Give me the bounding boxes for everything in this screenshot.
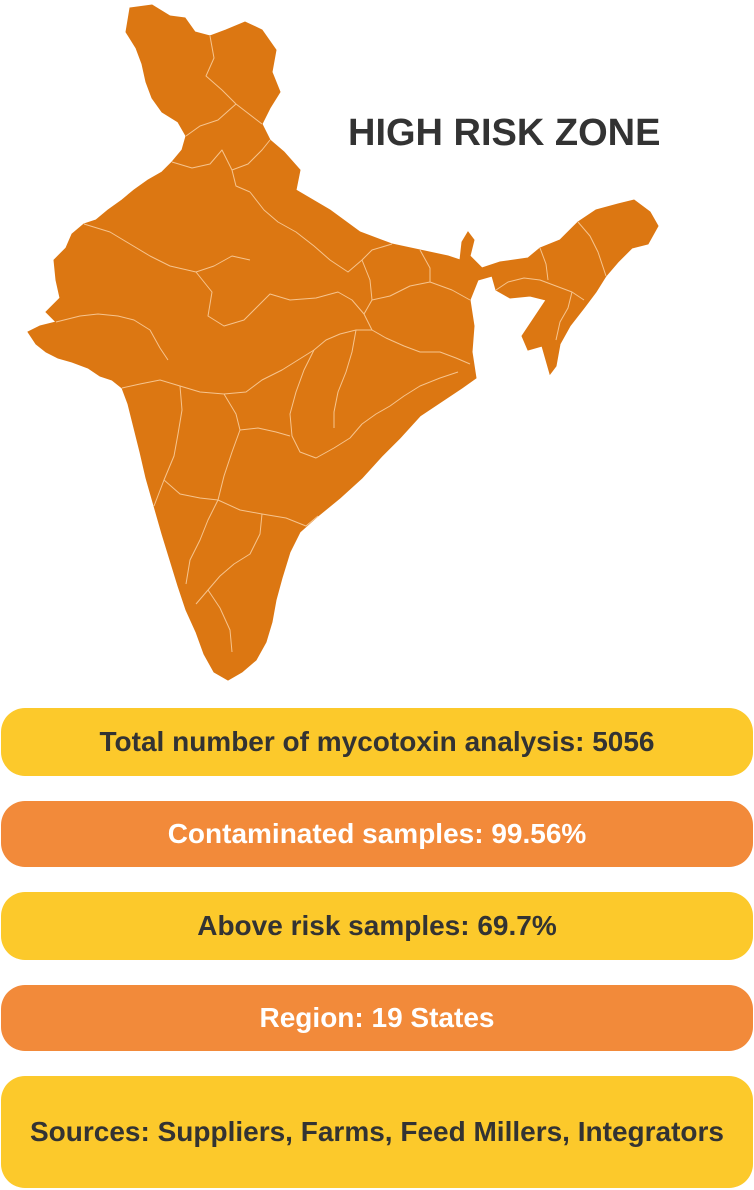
stat-region: Region: 19 States <box>1 985 753 1051</box>
zone-title: HIGH RISK ZONE <box>348 112 661 154</box>
mainland-shape <box>27 4 659 681</box>
stat-above-risk-samples: Above risk samples: 69.7% <box>1 892 753 960</box>
stat-sources: Sources: Suppliers, Farms, Feed Millers,… <box>1 1076 753 1188</box>
stat-contaminated-samples: Contaminated samples: 99.56% <box>1 801 753 867</box>
stat-total-analysis: Total number of mycotoxin analysis: 5056 <box>1 708 753 776</box>
india-map-graphic <box>27 4 659 681</box>
india-map <box>27 4 659 681</box>
state-borders <box>55 35 607 653</box>
